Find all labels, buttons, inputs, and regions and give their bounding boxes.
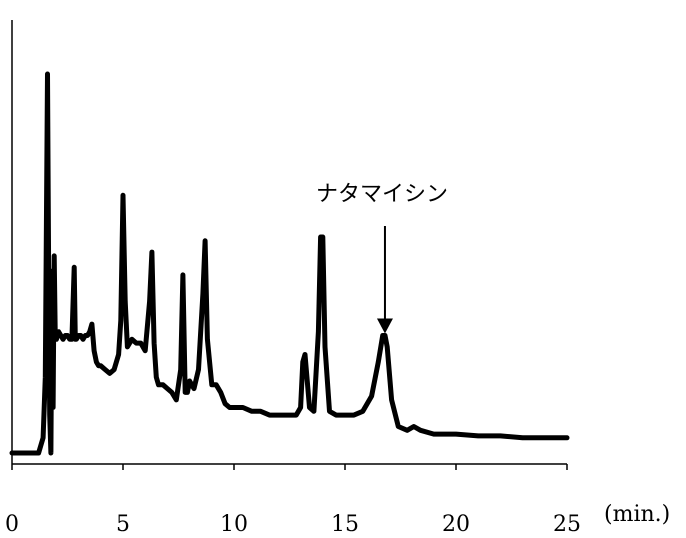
- natamycin-peak-label: ナタマイシン: [316, 182, 448, 207]
- x-tick-label-0: 0: [5, 512, 19, 537]
- x-axis-unit-label: (min.): [604, 502, 670, 527]
- x-tick-label-5: 5: [116, 512, 130, 537]
- natamycin-arrow-head: [376, 318, 393, 334]
- chromatogram-trace: [9, 71, 570, 456]
- x-tick-label-25: 25: [553, 512, 581, 537]
- x-tick-label-10: 10: [220, 512, 248, 537]
- x-axis-tick-labels: 0 5 10 15 20 25: [5, 512, 581, 537]
- x-tick-label-20: 20: [442, 512, 470, 537]
- x-axis-ticks: [11, 464, 568, 470]
- x-tick-label-15: 15: [331, 512, 359, 537]
